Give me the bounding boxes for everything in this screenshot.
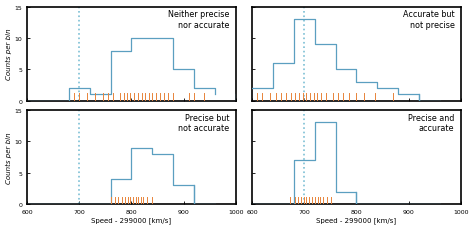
Text: Accurate but
not precise: Accurate but not precise xyxy=(403,10,455,30)
Y-axis label: Counts per bin: Counts per bin xyxy=(6,132,12,183)
Text: Precise and
accurate: Precise and accurate xyxy=(408,113,455,133)
Text: Neither precise
nor accurate: Neither precise nor accurate xyxy=(168,10,229,30)
Y-axis label: Counts per bin: Counts per bin xyxy=(6,29,12,80)
X-axis label: Speed - 299000 [km/s]: Speed - 299000 [km/s] xyxy=(316,217,396,224)
Text: Precise but
not accurate: Precise but not accurate xyxy=(178,113,229,133)
X-axis label: Speed - 299000 [km/s]: Speed - 299000 [km/s] xyxy=(91,217,172,224)
